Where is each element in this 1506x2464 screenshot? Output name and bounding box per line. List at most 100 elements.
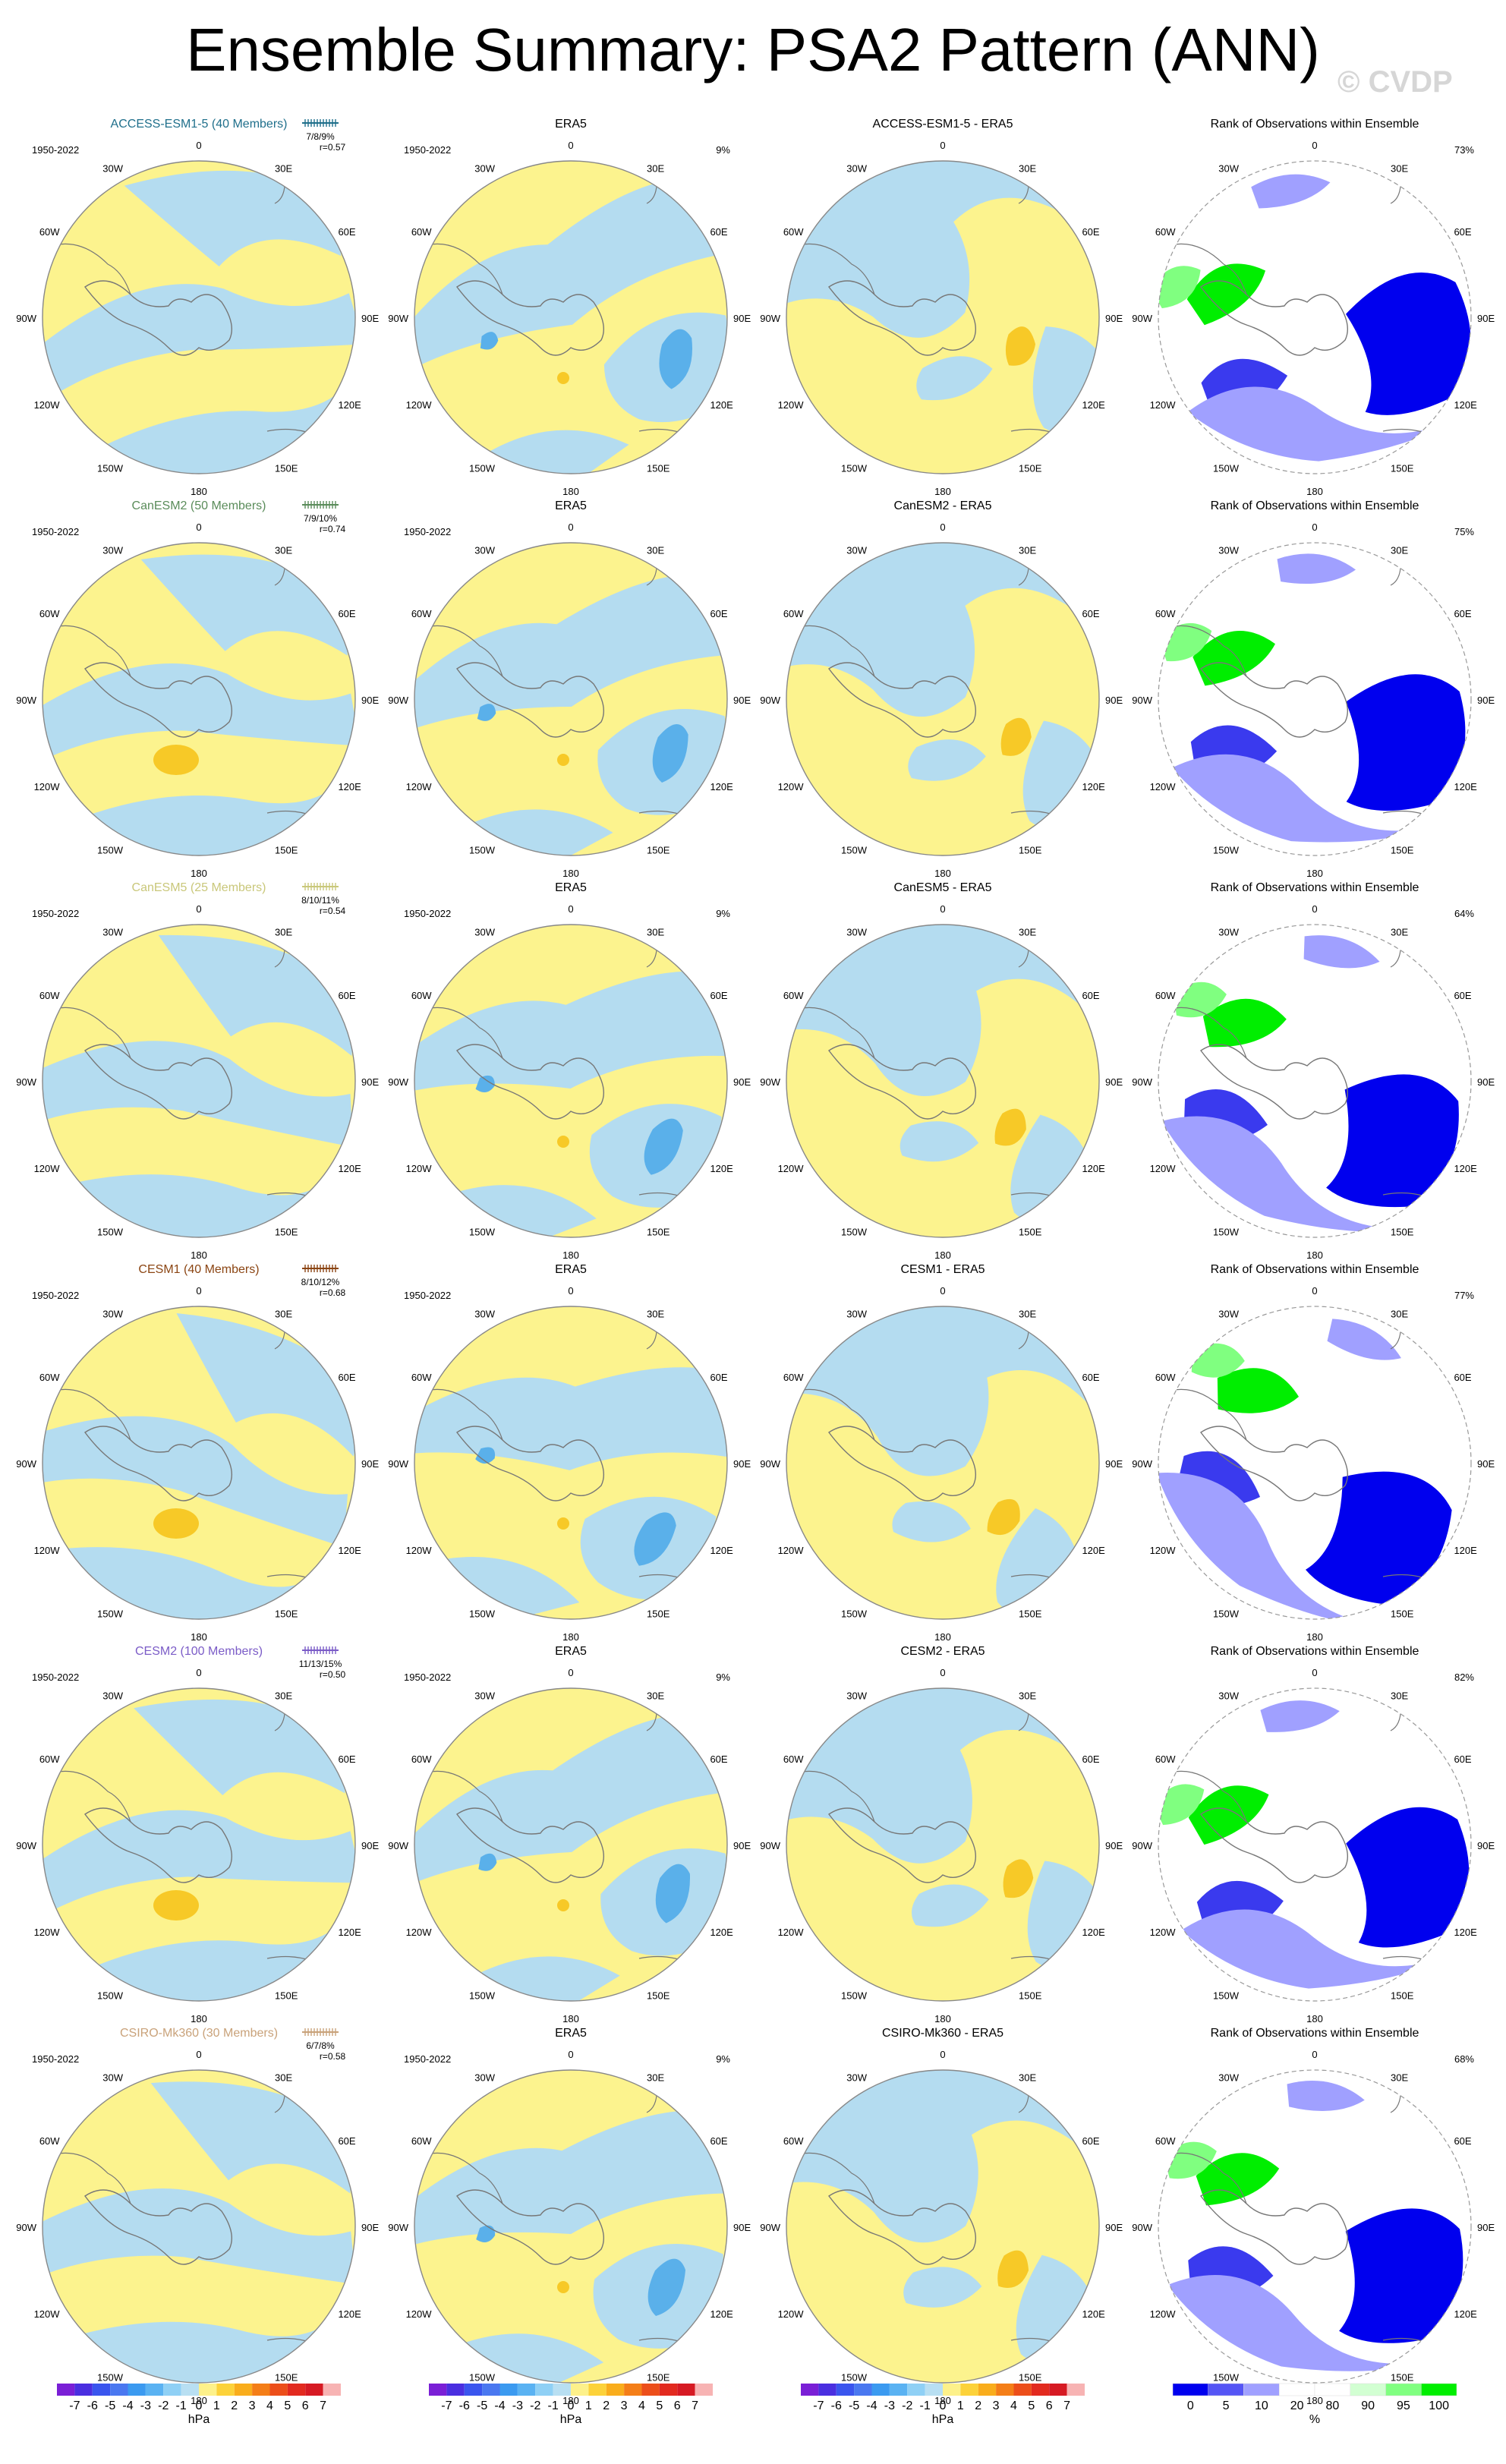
lon-label: 120W xyxy=(34,1545,61,1556)
lon-label: 60E xyxy=(338,1372,355,1383)
colorbar-tick-label: -6 xyxy=(831,2399,842,2412)
antarctica-coastline xyxy=(827,280,976,356)
colorbar-swatch xyxy=(925,2384,943,2396)
rank-region xyxy=(1251,174,1331,209)
obs-variance: 9% xyxy=(716,1672,730,1683)
map-boundary xyxy=(1158,1306,1472,1620)
obs-title: ERA5 xyxy=(555,2027,587,2040)
obs-title: ERA5 xyxy=(555,118,587,131)
lon-label: 90W xyxy=(16,1840,36,1851)
lon-label: 30E xyxy=(275,2072,292,2084)
lon-label: 180 xyxy=(934,2013,951,2024)
lon-label: 30E xyxy=(1391,927,1408,938)
lon-label: 30E xyxy=(647,545,664,556)
rank-title: Rank of Observations within Ensemble xyxy=(1211,118,1419,131)
rank-region xyxy=(1217,1368,1300,1413)
colorbar-swatch xyxy=(624,2384,642,2396)
positive-anomaly-core xyxy=(557,1517,569,1530)
rank-region xyxy=(1187,386,1464,462)
lon-label: 60W xyxy=(1155,1753,1176,1765)
rank-colorbar: 0 5 10 20 80 90 95 100% xyxy=(1172,2383,1457,2426)
colorbar-tick-label: -3 xyxy=(140,2399,151,2412)
colorbar-swatch xyxy=(1172,2383,1208,2396)
lon-label: 60W xyxy=(1155,1372,1176,1383)
lon-label: 60W xyxy=(783,608,804,619)
map-boundary xyxy=(786,2069,1100,2384)
colorbar-swatch xyxy=(535,2384,553,2396)
lon-label: 90W xyxy=(16,1076,36,1088)
lon-label: 60E xyxy=(1454,608,1471,619)
model-title: CSIRO-Mk360 (30 Members) xyxy=(120,2027,278,2040)
lon-label: 60E xyxy=(1082,608,1099,619)
colorbar-tick-label: 2 xyxy=(603,2399,610,2412)
lon-label: 0 xyxy=(568,140,573,151)
rank-title: Rank of Observations within Ensemble xyxy=(1211,499,1419,512)
lon-label: 90W xyxy=(760,1458,780,1470)
lon-label: 180 xyxy=(191,486,207,497)
lon-label: 150W xyxy=(469,1990,496,2001)
colorbar-tick-label: 100 xyxy=(1429,2399,1449,2412)
map-boundary xyxy=(786,924,1100,1238)
negative-anomaly-region xyxy=(134,1699,345,1796)
lon-label: 120W xyxy=(406,1545,433,1556)
model-title: CESM1 (40 Members) xyxy=(138,1263,259,1276)
lon-label: 0 xyxy=(1312,2049,1317,2060)
lon-label: 180 xyxy=(1306,1631,1323,1643)
map-boundary xyxy=(42,924,356,1238)
negative-anomaly-region xyxy=(477,704,496,721)
colorbar-tick-label: 7 xyxy=(1063,2399,1070,2412)
obs-title: ERA5 xyxy=(555,499,587,512)
lon-label: 30E xyxy=(275,1690,292,1702)
period-label: 1950-2022 xyxy=(32,526,79,537)
negative-anomaly-region xyxy=(659,329,692,389)
negative-anomaly-region xyxy=(655,1864,690,1924)
lon-label: 180 xyxy=(1306,486,1323,497)
colorbar-tick-label: 5 xyxy=(1223,2399,1230,2412)
lon-label: 120W xyxy=(778,781,805,792)
lon-label: 90E xyxy=(733,1076,751,1088)
lon-label: 0 xyxy=(1312,140,1317,151)
lon-label: 120E xyxy=(1454,2308,1477,2320)
negative-anomaly-region xyxy=(44,284,355,395)
colorbar-tick-label: 0 xyxy=(568,2399,575,2412)
lon-label: 30E xyxy=(1391,545,1408,556)
colorbar-tick-label: 95 xyxy=(1397,2399,1410,2412)
negative-anomaly-region xyxy=(475,1075,495,1092)
lon-label: 120W xyxy=(34,1163,61,1174)
lon-label: 150E xyxy=(1019,2371,1042,2383)
colorbar-tick-label: -2 xyxy=(158,2399,169,2412)
lon-label: 180 xyxy=(562,868,579,879)
negative-anomaly-region xyxy=(634,1512,676,1566)
rank-region xyxy=(1305,1471,1452,1605)
rank-region xyxy=(1191,1343,1245,1378)
lon-label: 90E xyxy=(1105,1458,1123,1470)
colorbar-tick-label: -4 xyxy=(866,2399,877,2412)
colorbar-swatch xyxy=(1350,2383,1386,2396)
colorbar-tick-label: 10 xyxy=(1255,2399,1268,2412)
rank-region xyxy=(1346,273,1471,415)
lon-label: 120E xyxy=(338,1927,361,1938)
positive-anomaly-region xyxy=(997,2250,1029,2289)
lon-label: 60E xyxy=(710,1372,727,1383)
colorbar-tick-label: -4 xyxy=(122,2399,133,2412)
lon-label: 60E xyxy=(1082,1372,1099,1383)
lon-label: 90E xyxy=(733,1840,751,1851)
negative-anomaly-region xyxy=(414,2110,727,2245)
negative-anomaly-region xyxy=(414,971,727,1091)
lon-label: 0 xyxy=(196,1285,201,1297)
lon-label: 30E xyxy=(1019,927,1036,938)
map-boundary xyxy=(414,1306,728,1620)
pattern-correlation: r=0.68 xyxy=(320,1287,346,1298)
colorbar-swatch xyxy=(92,2384,111,2396)
lon-label: 180 xyxy=(1306,2013,1323,2024)
lon-label: 90W xyxy=(388,313,408,324)
rank-percent: 75% xyxy=(1454,526,1474,537)
colorbar-tick-label: 3 xyxy=(249,2399,256,2412)
colorbar-tick-label: -6 xyxy=(459,2399,470,2412)
rank-percent: 73% xyxy=(1454,144,1474,156)
antarctica-coastline xyxy=(455,1044,604,1120)
lon-label: 60E xyxy=(338,608,355,619)
rank-percent: 82% xyxy=(1454,1672,1474,1683)
negative-anomaly-region xyxy=(414,575,724,728)
antarctica-coastline xyxy=(455,2189,604,2265)
